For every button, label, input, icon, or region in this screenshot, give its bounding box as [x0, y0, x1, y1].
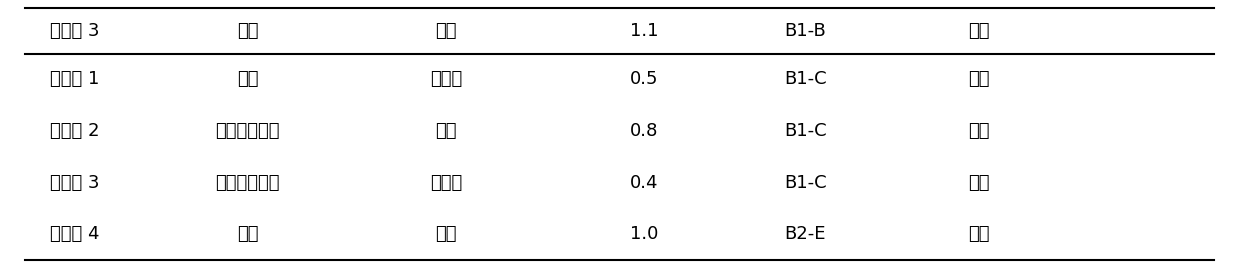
- Text: 0.5: 0.5: [629, 70, 659, 88]
- Text: B1-C: B1-C: [784, 70, 826, 88]
- Text: 成型: 成型: [237, 225, 259, 243]
- Text: 对比例 3: 对比例 3: [50, 174, 99, 192]
- Text: B2-E: B2-E: [784, 225, 826, 243]
- Text: 0.4: 0.4: [629, 174, 659, 192]
- Text: 不合格: 不合格: [430, 70, 462, 88]
- Text: 实施例 3: 实施例 3: [50, 22, 99, 40]
- Text: 1.1: 1.1: [629, 22, 659, 40]
- Text: 合格: 合格: [968, 70, 990, 88]
- Text: B1-C: B1-C: [784, 122, 826, 140]
- Text: 合格: 合格: [435, 225, 457, 243]
- Text: 合格: 合格: [968, 225, 990, 243]
- Text: 1.0: 1.0: [631, 225, 658, 243]
- Text: 不合格: 不合格: [430, 174, 462, 192]
- Text: 合格: 合格: [968, 174, 990, 192]
- Text: 0.8: 0.8: [631, 122, 658, 140]
- Text: 不成型、散板: 不成型、散板: [216, 122, 280, 140]
- Text: 成型: 成型: [237, 70, 259, 88]
- Text: 合格: 合格: [435, 122, 457, 140]
- Text: B1-B: B1-B: [784, 22, 826, 40]
- Text: 对比例 4: 对比例 4: [50, 225, 99, 243]
- Text: 合格: 合格: [968, 122, 990, 140]
- Text: 合格: 合格: [435, 22, 457, 40]
- Text: 对比例 1: 对比例 1: [50, 70, 99, 88]
- Text: B1-C: B1-C: [784, 174, 826, 192]
- Text: 不成型、散板: 不成型、散板: [216, 174, 280, 192]
- Text: 成型: 成型: [237, 22, 259, 40]
- Text: 合格: 合格: [968, 22, 990, 40]
- Text: 对比例 2: 对比例 2: [50, 122, 99, 140]
